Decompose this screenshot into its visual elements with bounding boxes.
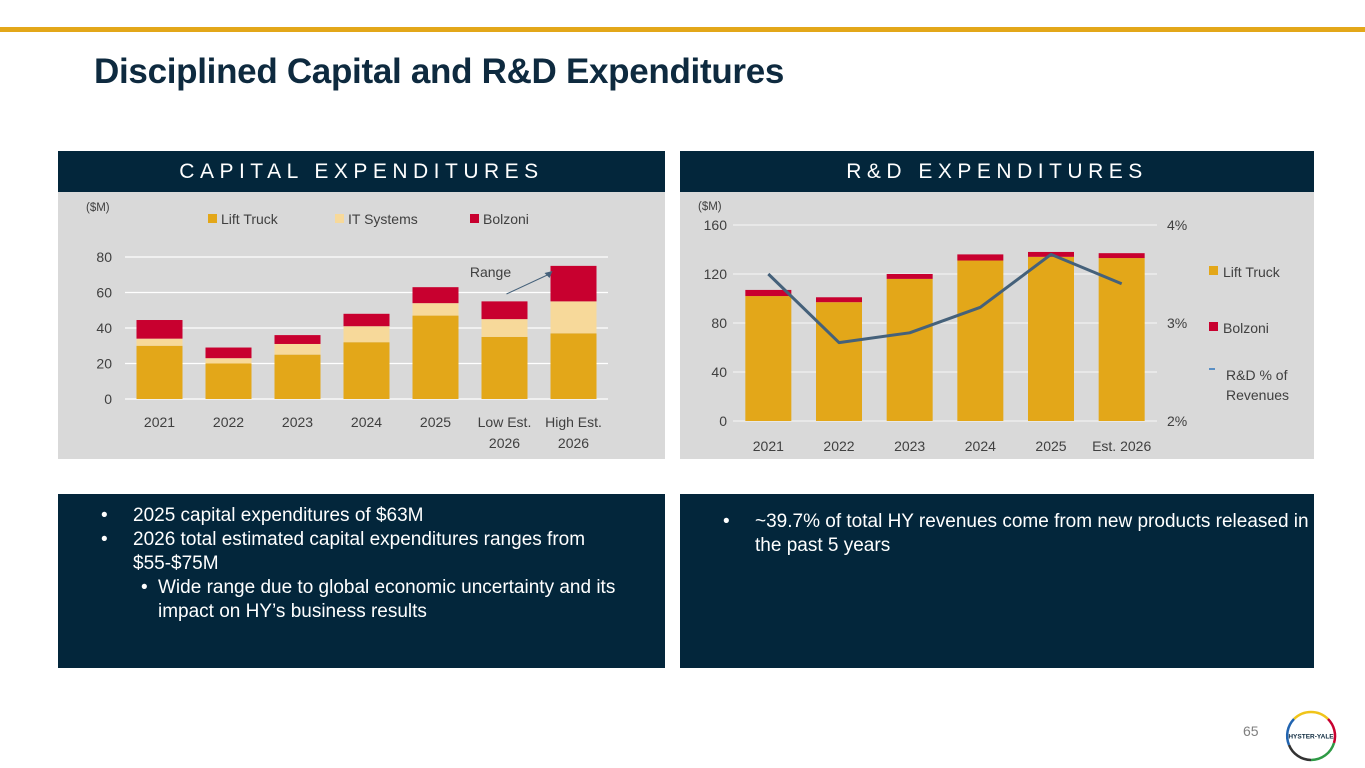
bar-segment xyxy=(886,274,933,279)
legend-label: Bolzoni xyxy=(483,211,529,227)
y-tick-label: 80 xyxy=(711,315,727,331)
bar-segment xyxy=(274,335,321,344)
x-tick-label: High Est. xyxy=(545,414,602,430)
bar-segment xyxy=(205,363,252,399)
bar-segment xyxy=(1098,253,1145,259)
bar-segment xyxy=(412,303,459,316)
bar-segment xyxy=(412,287,459,304)
legend-swatch xyxy=(470,214,479,223)
legend-swatch xyxy=(1209,266,1218,275)
legend-label: IT Systems xyxy=(348,211,418,227)
y-tick-label: 60 xyxy=(96,285,112,301)
x-tick-label: Est. 2026 xyxy=(1092,438,1151,454)
legend-label: Bolzoni xyxy=(1223,320,1269,336)
bar-segment xyxy=(136,320,183,339)
accent-bar xyxy=(0,27,1365,32)
bullet-item: 2026 total estimated capital expenditure… xyxy=(58,528,665,576)
y-tick-label: 0 xyxy=(719,413,727,429)
bar-segment xyxy=(886,278,933,421)
rd-chart-panel: 0 40 80 120 160 2% 3% 4% ($M) 2021 2022 2023 2024 202… xyxy=(680,192,1314,459)
x-tick-label: Low Est. xyxy=(478,414,532,430)
x-tick-label: 2025 xyxy=(1035,438,1066,454)
bar-segment xyxy=(343,342,390,399)
legend-label: Revenues xyxy=(1226,387,1289,403)
bar-segment xyxy=(1098,258,1145,421)
x-tick-label: 2022 xyxy=(213,414,244,430)
bar-segment xyxy=(205,347,252,359)
x-tick-label: 2024 xyxy=(965,438,996,454)
x-tick-label: 2021 xyxy=(144,414,175,430)
x-tick-label: 2024 xyxy=(351,414,382,430)
x-tick-label: 2025 xyxy=(420,414,451,430)
capex-chart-panel: 0 20 40 60 80 ($M) Lift Truck IT Systems Bolzoni… xyxy=(58,192,665,459)
y2-tick-label: 2% xyxy=(1167,413,1187,429)
y2-tick-label: 4% xyxy=(1167,217,1187,233)
y-tick-label: 40 xyxy=(711,364,727,380)
x-tick-label: 2023 xyxy=(894,438,925,454)
y-tick-label: 20 xyxy=(96,356,112,372)
y-tick-label: 0 xyxy=(104,391,112,407)
range-arrow-line xyxy=(506,273,550,295)
x-tick-label: 2021 xyxy=(753,438,784,454)
bar-segment xyxy=(274,343,321,355)
bullet-item: 2025 capital expenditures of $63M xyxy=(58,504,665,528)
logo-text: HYSTER-YALE xyxy=(1288,734,1334,741)
range-arrow-head xyxy=(544,271,553,278)
capex-header: CAPITAL EXPENDITURES xyxy=(58,151,665,192)
bullet-item: ~39.7% of total HY revenues come from ne… xyxy=(680,510,1314,558)
bar-segment xyxy=(1028,256,1074,421)
y-tick-label: 80 xyxy=(96,249,112,265)
legend-label: Lift Truck xyxy=(1223,264,1281,280)
bar-segment xyxy=(550,265,597,302)
bar-segment xyxy=(343,313,390,327)
legend-swatch xyxy=(208,214,217,223)
bar-segment xyxy=(481,301,528,320)
hyster-yale-logo: HYSTER-YALE xyxy=(1285,710,1337,762)
range-annotation: Range xyxy=(470,264,511,280)
bar-segment xyxy=(136,345,183,399)
unit-label: ($M) xyxy=(86,202,110,214)
y2-tick-label: 3% xyxy=(1167,315,1187,331)
legend-label: Lift Truck xyxy=(221,211,279,227)
y-tick-label: 160 xyxy=(704,217,728,233)
bar-segment xyxy=(205,358,252,364)
bar-segment xyxy=(816,297,862,303)
legend-swatch xyxy=(335,214,344,223)
bullet-item: Wide range due to global economic uncert… xyxy=(58,576,665,624)
x-tick-label: 2026 xyxy=(489,435,520,451)
legend-label: R&D % of xyxy=(1226,367,1288,383)
y-tick-label: 120 xyxy=(704,266,728,282)
x-tick-label: 2023 xyxy=(282,414,313,430)
rd-bullets: ~39.7% of total HY revenues come from ne… xyxy=(680,494,1314,668)
capex-bullets: 2025 capital expenditures of $63M2026 to… xyxy=(58,494,665,668)
bar-segment xyxy=(274,354,321,399)
rd-chart: 0 40 80 120 160 2% 3% 4% ($M) 2021 2022 2023 2024 202… xyxy=(698,201,1289,454)
unit-label: ($M) xyxy=(698,201,722,213)
rd-header: R&D EXPENDITURES xyxy=(680,151,1314,192)
bar-segment xyxy=(136,338,183,346)
bar-segment xyxy=(816,302,862,421)
bar-segment xyxy=(745,289,792,297)
page-number: 65 xyxy=(1243,723,1259,739)
bar-segment xyxy=(343,326,390,343)
x-tick-label: 2022 xyxy=(823,438,854,454)
bar-segment xyxy=(550,333,597,399)
capex-chart: 0 20 40 60 80 ($M) Lift Truck IT Systems Bolzoni… xyxy=(86,202,608,451)
y-tick-label: 40 xyxy=(96,320,112,336)
bar-segment xyxy=(745,296,792,421)
legend-swatch xyxy=(1209,322,1218,331)
bar-segment xyxy=(957,260,1004,421)
bar-segment xyxy=(957,254,1004,261)
page-title: Disciplined Capital and R&D Expenditures xyxy=(94,52,785,91)
bar-segment xyxy=(550,301,597,334)
bar-segment xyxy=(412,315,459,399)
bar-segment xyxy=(481,319,528,337)
rd-pct-line xyxy=(767,252,1123,345)
bar-segment xyxy=(481,336,528,399)
x-tick-label: 2026 xyxy=(558,435,589,451)
